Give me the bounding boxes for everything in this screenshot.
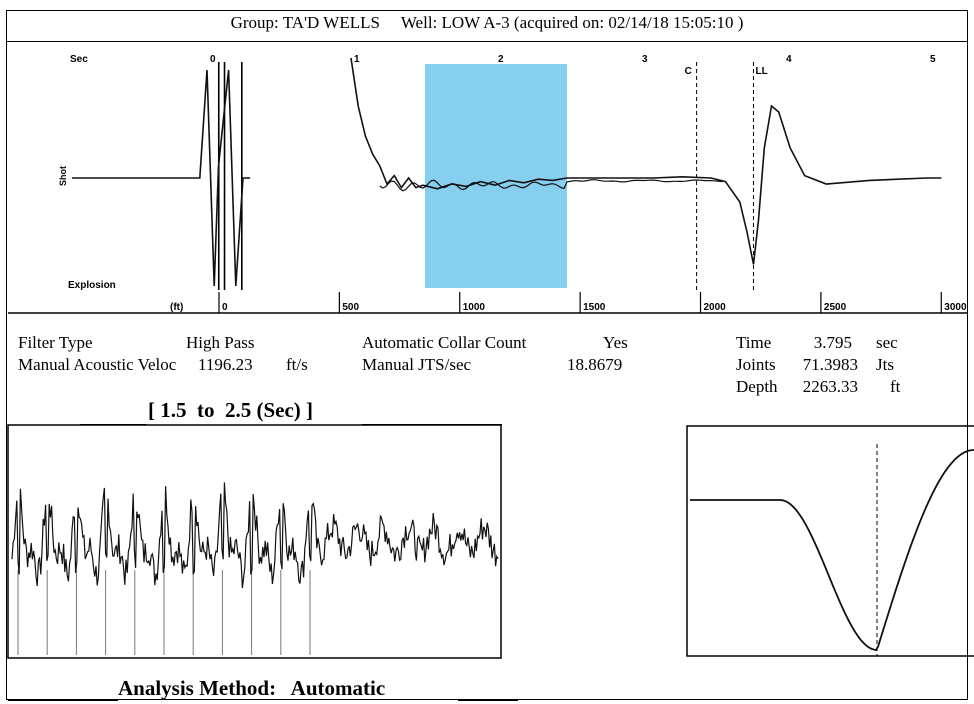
joints-unit: Jts: [876, 355, 894, 374]
top-tick-label: 4: [786, 54, 792, 65]
window-detail-title: [ 1.5 to 2.5 (Sec) ]: [148, 398, 314, 422]
analysis-method: Analysis Method: Automatic: [118, 676, 386, 700]
acoustic-trace-line: [72, 57, 942, 287]
analysis-window-highlight: [425, 64, 567, 288]
detail-frame: [7, 424, 502, 659]
joints-label: Joints: [736, 355, 776, 374]
bottom-tick-label: 0: [222, 302, 228, 313]
velocity-label: Manual Acoustic Veloc: [18, 355, 177, 374]
explosion-label: Explosion: [68, 280, 116, 291]
filter-type-label: Filter Type: [18, 333, 93, 352]
top-tick-label: 0: [210, 54, 216, 65]
bottom-tick-label: 3000: [944, 302, 967, 313]
auto-collar-value: Yes: [603, 333, 628, 352]
title-separator: [6, 41, 968, 42]
jts-per-sec-value: 18.8679: [567, 355, 623, 374]
acoustic-trace-ripple: [379, 179, 723, 192]
joints-value: 71.3983: [802, 355, 858, 374]
zoom-trace-line: [690, 449, 974, 652]
time-unit: sec: [876, 333, 898, 352]
depth-label: Depth: [736, 377, 778, 396]
side-label: Shot: [58, 166, 68, 186]
jts-per-sec-label: Manual JTS/sec: [362, 355, 472, 374]
bottom-tick-label: 2500: [824, 302, 847, 313]
acoustic-trace-chart: Sec 0 1 2 3 4 5 (ft) 0 500 1000 1500 2000 2500 3000 Sho…: [8, 54, 968, 314]
method-rule-right: [458, 700, 518, 701]
method-rule-left: [8, 700, 118, 701]
marker-label: C: [685, 66, 692, 77]
time-value: 3.795: [813, 333, 852, 352]
velocity-unit: ft/s: [286, 355, 308, 374]
top-tick-label: 1: [354, 54, 360, 65]
top-axis-label: Sec: [70, 54, 88, 65]
marker-label: LL: [755, 66, 767, 77]
filter-type-value: High Pass: [186, 333, 255, 352]
detail-trace-line: [11, 482, 499, 589]
bottom-tick-label: 1000: [463, 302, 486, 313]
top-tick-label: 5: [930, 54, 936, 65]
bottom-tick-label: 500: [342, 302, 359, 313]
bottom-tick-label: 1500: [583, 302, 606, 313]
time-label: Time: [736, 333, 772, 352]
collar-zoom-chart: [686, 425, 974, 657]
depth-value: 2263.33: [802, 377, 858, 396]
report-frame: [6, 10, 968, 700]
report-title: Group: TA'D WELLS Well: LOW A-3 (acquire…: [230, 13, 744, 32]
window-detail-chart: [7, 424, 502, 659]
auto-collar-label: Automatic Collar Count: [362, 333, 527, 352]
bottom-tick-label: 2000: [704, 302, 727, 313]
top-tick-label: 2: [498, 54, 504, 65]
bottom-axis-unit: (ft): [170, 302, 183, 313]
velocity-value: 1196.23: [198, 355, 253, 374]
zoom-frame: [686, 425, 974, 657]
depth-unit: ft: [890, 377, 901, 396]
top-tick-label: 3: [642, 54, 648, 65]
